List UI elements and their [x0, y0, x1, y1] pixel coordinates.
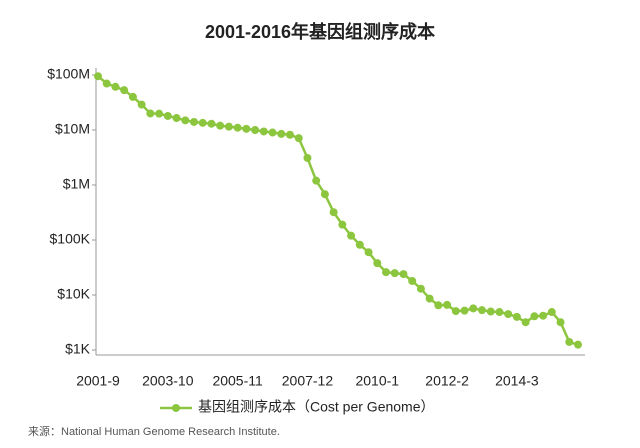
- data-point: [268, 128, 277, 137]
- data-point: [355, 240, 364, 249]
- x-tick-label: 2005-11: [212, 373, 263, 389]
- data-point: [434, 301, 443, 310]
- data-point: [565, 337, 574, 346]
- data-point: [478, 306, 486, 315]
- data-point: [347, 231, 356, 240]
- data-point: [216, 121, 225, 130]
- data-point: [329, 208, 338, 217]
- data-point: [286, 130, 294, 139]
- data-point: [574, 340, 582, 349]
- x-tick-label: 2012-2: [425, 373, 469, 389]
- data-point: [451, 307, 460, 316]
- data-point: [137, 100, 146, 109]
- data-point: [547, 308, 556, 317]
- data-point: [504, 310, 513, 319]
- y-tick-label: $1M: [63, 176, 90, 192]
- legend-label: 基因组测序成本（Cost per Genome）: [198, 399, 435, 415]
- x-tick-label: 2001-9: [76, 373, 120, 389]
- data-point: [320, 190, 329, 199]
- data-point: [364, 248, 373, 257]
- data-point: [198, 118, 207, 127]
- data-point: [390, 269, 399, 278]
- data-point: [469, 304, 478, 313]
- data-point: [233, 123, 242, 132]
- data-point: [207, 119, 216, 128]
- y-tick-label: $100K: [50, 231, 91, 247]
- data-point: [94, 72, 102, 81]
- data-point: [539, 311, 548, 320]
- data-point: [373, 259, 382, 268]
- x-tick-label: 2014-3: [495, 373, 539, 389]
- y-tick-label: $10M: [55, 121, 90, 137]
- y-tick-label: $10K: [57, 286, 90, 302]
- chart-title: 2001-2016年基因组测序成本: [205, 21, 435, 42]
- y-tick-label: $100M: [47, 66, 90, 82]
- data-point: [530, 312, 539, 321]
- data-point: [486, 307, 495, 316]
- data-point: [120, 86, 129, 95]
- x-tick-label: 2007-12: [282, 373, 334, 389]
- data-point: [399, 270, 408, 279]
- data-point: [190, 117, 198, 126]
- data-point: [294, 134, 303, 143]
- data-point: [102, 79, 111, 88]
- data-point: [443, 300, 452, 309]
- data-point: [251, 126, 260, 134]
- data-point: [155, 109, 164, 118]
- data-point: [416, 284, 425, 293]
- data-point: [242, 124, 251, 133]
- data-point: [146, 109, 155, 118]
- source-note: 来源：National Human Genome Research Instit…: [28, 424, 280, 438]
- data-point: [312, 176, 321, 185]
- data-point: [111, 82, 120, 91]
- x-tick-label: 2010-1: [355, 373, 399, 389]
- data-point: [408, 276, 417, 285]
- x-tick-label: 2003-10: [142, 373, 194, 389]
- data-point: [224, 122, 233, 131]
- data-point: [382, 268, 390, 277]
- data-point: [521, 318, 530, 327]
- data-point: [172, 114, 181, 123]
- data-point: [425, 294, 434, 303]
- data-point: [512, 312, 521, 321]
- data-point: [303, 153, 312, 162]
- data-point: [163, 111, 172, 120]
- data-point: [556, 318, 565, 327]
- data-point: [338, 220, 347, 229]
- data-point: [181, 116, 190, 125]
- data-point: [277, 129, 286, 138]
- data-point: [128, 92, 137, 101]
- y-tick-label: $1K: [65, 341, 91, 357]
- data-point: [259, 127, 268, 136]
- legend-marker: [172, 404, 180, 412]
- data-point: [495, 308, 504, 317]
- data-point: [460, 306, 469, 315]
